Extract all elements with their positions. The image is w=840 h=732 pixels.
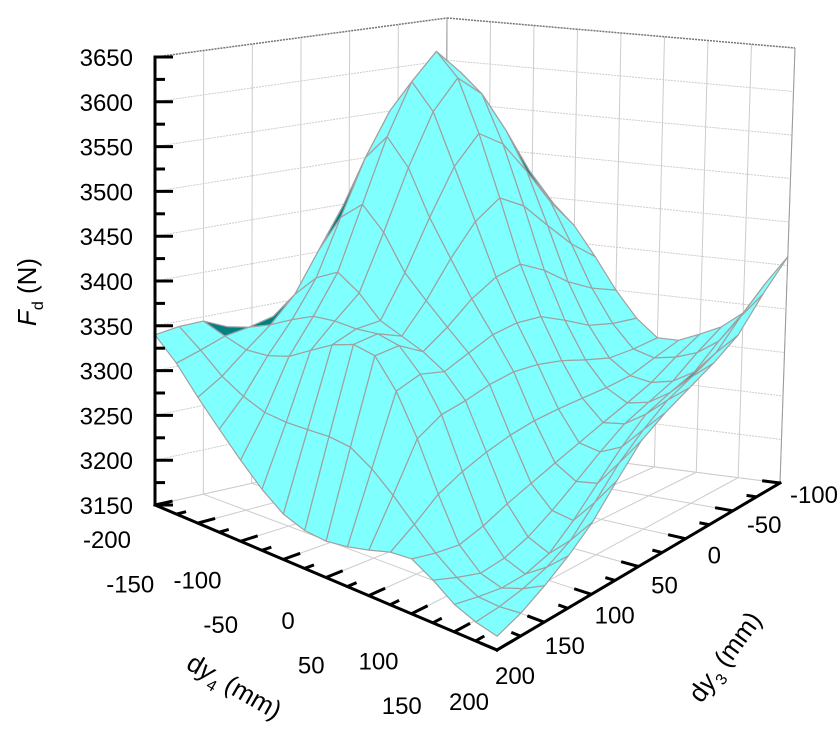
z-tick-label: 3500	[80, 179, 133, 206]
y-tick-label: 100	[595, 603, 635, 630]
x-minor-tick	[176, 510, 187, 516]
y-minor-tick	[510, 630, 522, 638]
z-tick-label: 3600	[80, 90, 133, 117]
z-tick-label: 3150	[80, 493, 133, 520]
y-minor-tick	[746, 493, 757, 499]
surface-mesh	[154, 50, 789, 637]
x-major-tick	[410, 604, 429, 616]
x-minor-tick	[346, 581, 358, 588]
wall-edge	[779, 47, 796, 484]
y-major-tick	[620, 560, 639, 568]
z-tick-label: 3650	[80, 45, 133, 72]
x-major-tick	[197, 517, 216, 525]
y-tick-label: 50	[651, 573, 678, 600]
y-minor-tick	[699, 521, 710, 527]
y-tick-label: 0	[708, 542, 721, 569]
z-axis-title: Fd (N)	[12, 258, 47, 326]
wall-edge	[154, 17, 448, 58]
gridline	[446, 101, 793, 136]
x-tick-label: -100	[173, 568, 221, 595]
z-tick-label: 3550	[80, 135, 133, 162]
x-tick-label: -200	[83, 527, 131, 554]
x-minor-tick	[261, 545, 272, 552]
y-axis-title: dy3 (mm)	[682, 606, 772, 711]
z-tick-label: 3350	[80, 314, 133, 341]
y-major-tick	[667, 533, 687, 541]
x-axis-title: dy4 (mm)	[179, 647, 287, 729]
surface-patch	[740, 256, 789, 318]
x-major-tick	[282, 551, 301, 561]
x-major-tick	[325, 569, 344, 579]
wall-edge	[446, 17, 796, 49]
y-major-tick	[479, 641, 498, 652]
x-minor-tick	[474, 634, 486, 643]
axes	[153, 55, 783, 653]
x-major-tick	[154, 499, 173, 507]
tick-labels: 3150 3200 3250 3300 3350 3400 3450 3500 3550 3600…	[80, 45, 838, 720]
gridline	[737, 44, 752, 478]
x-tick-label: -150	[106, 571, 154, 598]
x-tick-label: 100	[358, 649, 398, 676]
surface-patch	[715, 293, 764, 354]
y-minor-tick	[652, 548, 663, 555]
x-major-tick	[453, 621, 471, 634]
x-minor-tick	[389, 599, 400, 607]
x-major-tick	[496, 639, 514, 652]
z-tick-label: 3200	[80, 448, 133, 475]
y-major-tick	[714, 506, 734, 513]
x-tick-label: 150	[382, 693, 422, 720]
y-major-tick	[761, 479, 781, 485]
y-tick-label: 150	[545, 633, 585, 660]
x-major-tick	[240, 534, 259, 543]
z-tick-label: 3300	[80, 359, 133, 386]
x-minor-tick	[218, 527, 230, 534]
surface-patch	[475, 606, 522, 637]
x-tick-label: 200	[449, 689, 489, 716]
gridline	[695, 40, 709, 473]
z-tick-label: 3450	[80, 224, 133, 251]
x-major-tick	[368, 586, 386, 597]
x-tick-label: 50	[298, 652, 325, 679]
y-minor-tick	[557, 603, 569, 610]
y-major-tick	[526, 614, 545, 624]
y-tick-label: 200	[495, 663, 535, 690]
x-minor-tick	[432, 616, 443, 625]
z-tick-label: 3400	[80, 269, 133, 296]
x-tick-label: 0	[281, 608, 294, 635]
z-tick-label: 3250	[80, 403, 133, 430]
x-minor-tick	[304, 563, 315, 570]
y-tick-label: -50	[747, 512, 782, 539]
x-tick-label: -50	[203, 612, 238, 639]
y-minor-tick	[604, 576, 616, 582]
y-tick-label: -100	[790, 482, 838, 509]
y-major-tick	[573, 587, 592, 596]
gridline	[445, 355, 784, 397]
